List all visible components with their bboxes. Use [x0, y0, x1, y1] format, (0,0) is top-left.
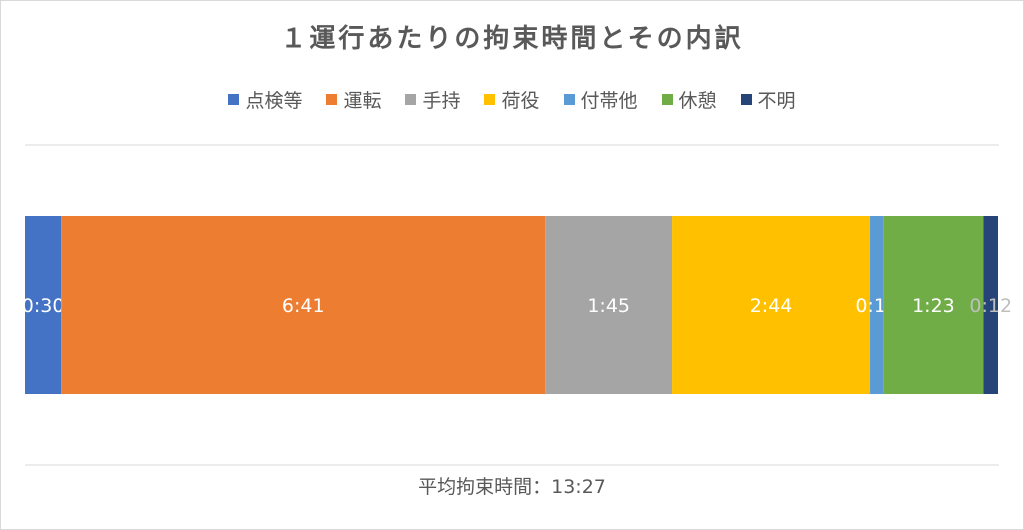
legend-swatch [228, 94, 240, 105]
data-label: 6:41 [282, 295, 325, 317]
legend-swatch [661, 94, 673, 105]
data-label: 1:23 [912, 295, 955, 317]
average-total-label: 平均拘束時間：13:27 [418, 476, 606, 498]
legend-item: 休憩 [661, 86, 717, 113]
legend-swatch [484, 94, 496, 105]
data-label: 1:45 [587, 295, 630, 317]
legend-label: 運転 [343, 90, 382, 112]
data-label: 0:12 [969, 295, 1012, 317]
legend-label: 手持 [422, 90, 461, 112]
bar-segment [672, 216, 871, 394]
bar-segment [983, 216, 998, 394]
legend-item: 不明 [740, 86, 796, 113]
legend-item: 付帯他 [563, 86, 638, 113]
legend-swatch [326, 94, 338, 105]
legend-label: 点検等 [245, 90, 303, 112]
data-label: 2:44 [750, 295, 793, 317]
legend-swatch [740, 94, 752, 105]
legend-item: 手持 [405, 86, 460, 113]
bar-segment [61, 216, 546, 394]
legend-item: 運転 [326, 86, 381, 113]
data-label: 0:30 [22, 295, 65, 317]
chart-legend: 点検等 運転 手持 荷役 付帯他 休憩 不明 [0, 86, 1024, 113]
legend-label: 不明 [757, 90, 796, 112]
legend-item: 荷役 [484, 86, 540, 113]
legend-swatch [405, 94, 417, 105]
bar-segment [545, 216, 673, 394]
legend-swatch [563, 94, 575, 105]
legend-label: 休憩 [678, 90, 717, 112]
chart-title: １運行あたりの拘束時間とその内訳 [280, 24, 744, 54]
bar-segment [883, 216, 984, 394]
legend-label: 荷役 [501, 90, 540, 112]
legend-label: 付帯他 [580, 90, 638, 112]
legend-item: 点検等 [228, 86, 302, 113]
bar-segment [25, 216, 62, 394]
bar-segment [870, 216, 884, 394]
